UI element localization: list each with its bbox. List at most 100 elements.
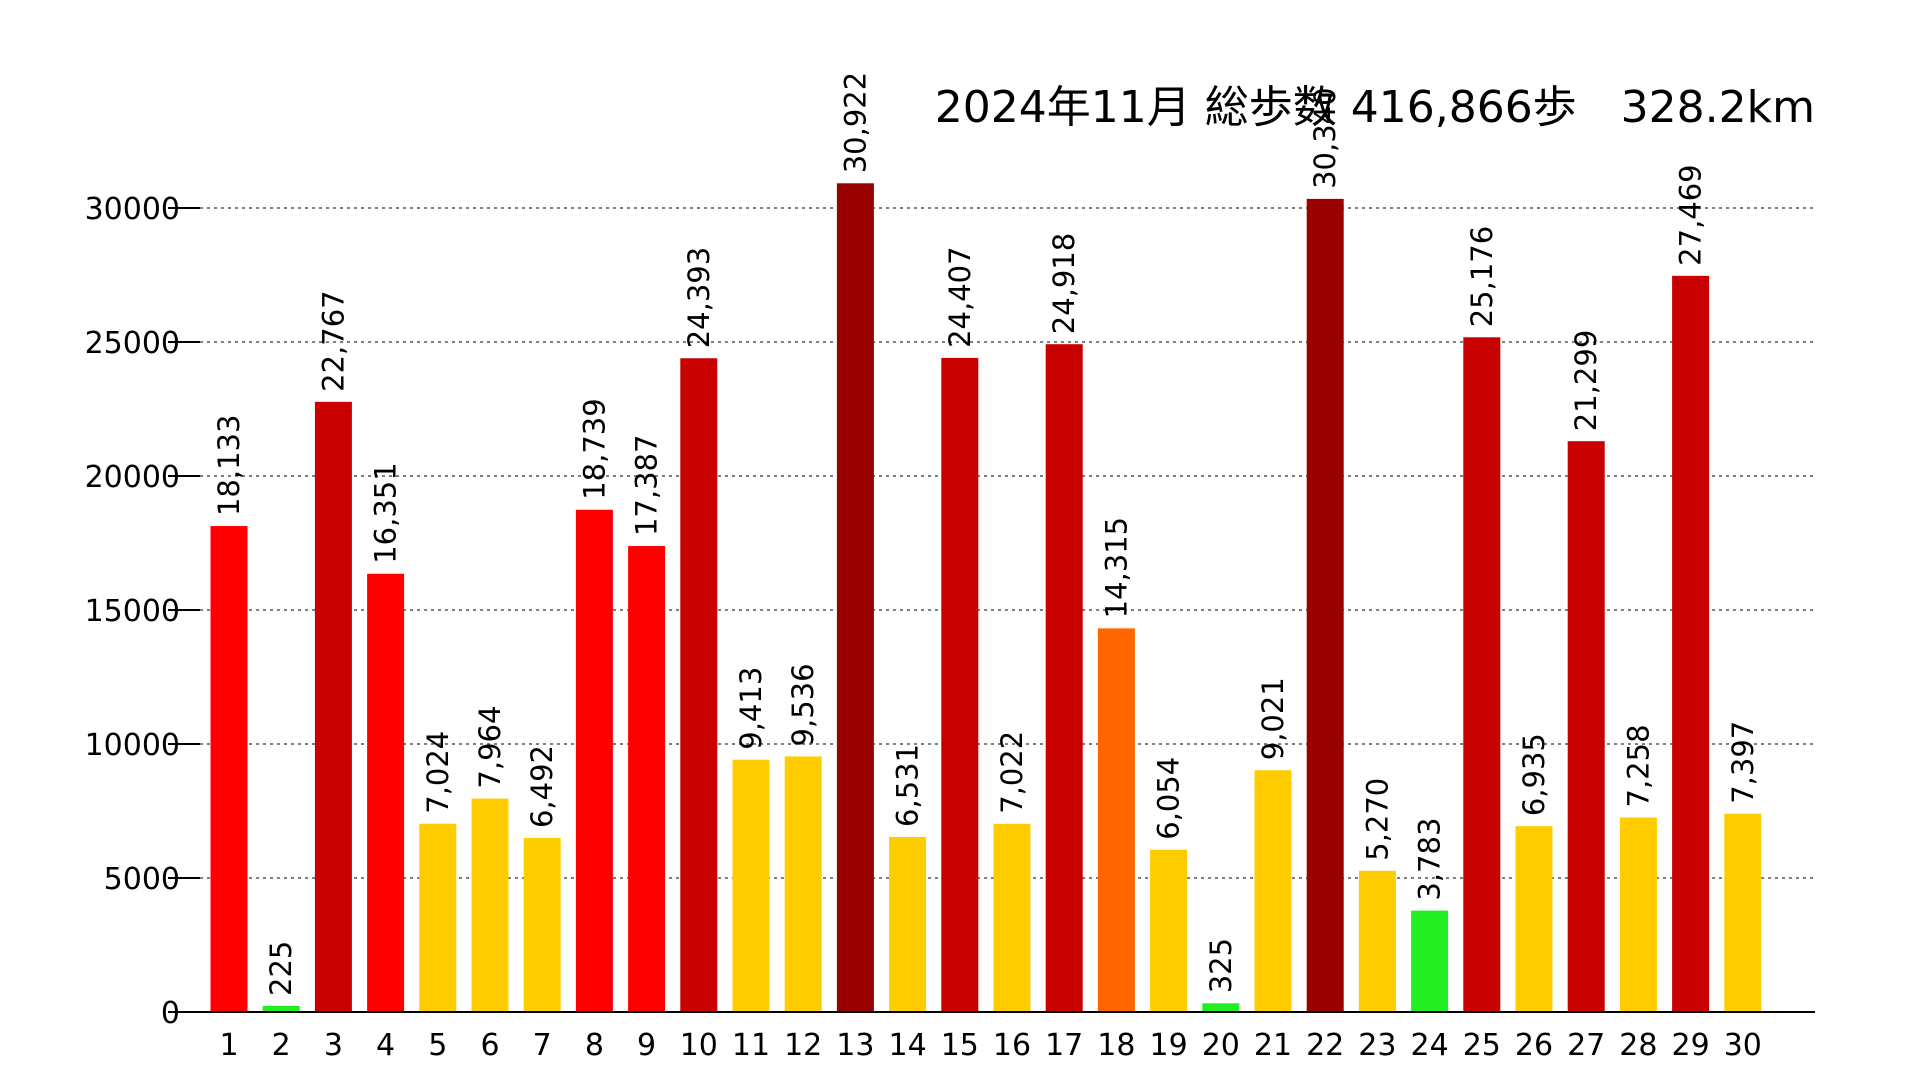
x-tick-label: 16 <box>993 1028 1031 1063</box>
y-axis-ticks: 0 5000 10000 15000 20000 25000 30000 <box>85 192 200 1031</box>
x-tick-label: 12 <box>784 1028 822 1063</box>
bar-day-3 <box>314 401 352 1013</box>
data-label-day-17: 24,918 <box>1047 233 1081 334</box>
bar-day-28 <box>1619 817 1657 1012</box>
bar-day-22 <box>1306 198 1344 1012</box>
x-tick-label: 30 <box>1724 1028 1762 1063</box>
bar-day-23 <box>1358 870 1396 1012</box>
bar-day-20 <box>1202 1003 1240 1012</box>
x-tick-label: 23 <box>1358 1028 1396 1063</box>
chart-title: 2024年11月 総歩数 416,866歩 328.2km <box>935 82 1815 133</box>
bar-day-7 <box>523 838 561 1012</box>
data-label-day-21: 9,021 <box>1256 677 1290 760</box>
data-label-day-22: 30,340 <box>1308 87 1342 188</box>
bar-day-4 <box>367 573 405 1012</box>
data-label-day-30: 7,397 <box>1726 721 1760 804</box>
data-label-day-26: 6,935 <box>1517 733 1551 816</box>
data-label-day-28: 7,258 <box>1621 724 1655 807</box>
bar-day-16 <box>993 823 1031 1012</box>
x-tick-label: 7 <box>533 1028 552 1063</box>
x-tick-label: 13 <box>836 1028 874 1063</box>
data-label-day-24: 3,783 <box>1413 818 1447 901</box>
y-tick-label: 15000 <box>85 594 180 629</box>
data-label-day-15: 24,407 <box>943 246 977 347</box>
data-label-day-9: 17,387 <box>630 435 664 536</box>
data-label-day-18: 14,315 <box>1099 517 1133 618</box>
bar-day-18 <box>1097 628 1135 1012</box>
x-tick-label: 27 <box>1567 1028 1605 1063</box>
data-label-day-14: 6,531 <box>891 744 925 827</box>
data-label-day-7: 6,492 <box>525 745 559 828</box>
x-tick-label: 25 <box>1463 1028 1501 1063</box>
x-tick-label: 11 <box>732 1028 770 1063</box>
x-tick-label: 17 <box>1045 1028 1083 1063</box>
y-tick-label: 25000 <box>85 326 180 361</box>
data-label-day-12: 9,536 <box>786 663 820 746</box>
data-label-day-3: 22,767 <box>316 290 350 391</box>
data-label-day-11: 9,413 <box>734 667 768 750</box>
bar-day-21 <box>1254 770 1292 1012</box>
bar-day-27 <box>1567 441 1605 1013</box>
data-label-day-16: 7,022 <box>995 731 1029 814</box>
bar-day-11 <box>732 759 770 1012</box>
x-tick-label: 26 <box>1515 1028 1553 1063</box>
bar-day-14 <box>889 836 927 1012</box>
bar-day-15 <box>941 357 979 1012</box>
y-tick-label: 5000 <box>104 862 180 897</box>
bar-day-9 <box>628 546 666 1012</box>
data-label-day-23: 5,270 <box>1360 778 1394 861</box>
data-label-day-29: 27,469 <box>1674 164 1708 265</box>
data-label-day-19: 6,054 <box>1152 757 1186 840</box>
x-axis-ticks: 1 2 3 4 5 6 7 8 9 10 11 12 13 14 15 16 17 18 19 20 21 22 23 24 2… <box>219 1028 1761 1063</box>
data-label-day-5: 7,024 <box>421 731 455 814</box>
data-label-day-8: 18,739 <box>577 398 611 499</box>
x-tick-label: 19 <box>1150 1028 1188 1063</box>
data-label-day-25: 25,176 <box>1465 226 1499 327</box>
x-tick-label: 15 <box>941 1028 979 1063</box>
bar-day-6 <box>471 798 509 1012</box>
x-tick-label: 18 <box>1097 1028 1135 1063</box>
bar-day-24 <box>1411 910 1449 1012</box>
data-label-day-27: 21,299 <box>1569 330 1603 431</box>
data-label-day-6: 7,964 <box>473 706 507 789</box>
data-label-day-2: 225 <box>264 941 298 996</box>
y-tick-label: 30000 <box>85 192 180 227</box>
data-label-day-4: 16,351 <box>369 462 403 563</box>
x-tick-label: 2 <box>272 1028 291 1063</box>
bars <box>210 183 1762 1013</box>
x-tick-label: 29 <box>1672 1028 1710 1063</box>
data-labels: 18,133 225 22,767 16,351 7,024 7,964 6,492 18,7… <box>212 72 1760 996</box>
data-label-day-1: 18,133 <box>212 415 246 516</box>
data-label-day-20: 325 <box>1204 938 1238 993</box>
x-tick-label: 14 <box>889 1028 927 1063</box>
bar-day-13 <box>836 183 874 1012</box>
bar-day-29 <box>1672 275 1710 1012</box>
data-label-day-10: 24,393 <box>682 247 716 348</box>
x-tick-label: 24 <box>1411 1028 1449 1063</box>
bar-day-30 <box>1724 813 1762 1012</box>
bar-day-2 <box>262 1005 300 1012</box>
x-tick-label: 10 <box>680 1028 718 1063</box>
bar-day-25 <box>1463 337 1501 1012</box>
y-tick-label: 10000 <box>85 728 180 763</box>
bar-day-10 <box>680 358 718 1013</box>
x-tick-label: 22 <box>1306 1028 1344 1063</box>
x-tick-label: 9 <box>637 1028 656 1063</box>
bar-day-8 <box>575 509 613 1012</box>
data-label-day-13: 30,922 <box>838 72 872 173</box>
x-tick-label: 6 <box>480 1028 499 1063</box>
bar-day-26 <box>1515 826 1553 1012</box>
bar-day-17 <box>1045 344 1083 1012</box>
bar-day-12 <box>784 756 822 1012</box>
bar-day-1 <box>210 526 248 1012</box>
x-tick-label: 28 <box>1619 1028 1657 1063</box>
x-tick-label: 4 <box>376 1028 395 1063</box>
x-tick-label: 8 <box>585 1028 604 1063</box>
x-tick-label: 5 <box>428 1028 447 1063</box>
bar-day-5 <box>419 823 457 1012</box>
x-tick-label: 1 <box>219 1028 238 1063</box>
x-tick-label: 20 <box>1202 1028 1240 1063</box>
x-tick-label: 21 <box>1254 1028 1292 1063</box>
y-tick-label: 0 <box>161 996 180 1031</box>
